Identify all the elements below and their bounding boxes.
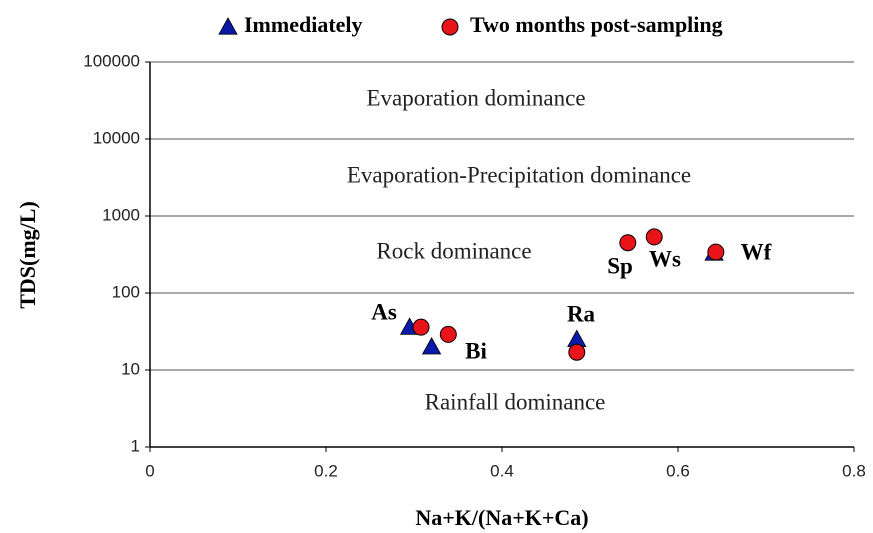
x-tick-label: 0.4 [490, 461, 514, 480]
marker-circle [619, 234, 637, 252]
marker-circle [645, 228, 663, 246]
marker-triangle [421, 336, 442, 355]
marker-circle [439, 325, 457, 343]
point-label: Ra [567, 301, 596, 326]
marker-circle [412, 318, 430, 336]
x-tick-label: 0 [145, 461, 154, 480]
y-tick-label: 10 [121, 359, 140, 378]
y-tick-label: 10000 [93, 128, 140, 147]
marker-circle [568, 343, 586, 361]
region-label: Rock dominance [376, 238, 531, 263]
region-label: Evaporation dominance [366, 85, 585, 110]
marker-circle [707, 243, 725, 261]
y-axis-title: TDS(mg/L) [15, 201, 40, 309]
legend-label: Two months post-sampling [470, 12, 723, 37]
legend-marker [218, 17, 238, 35]
point-label: Sp [607, 253, 633, 278]
y-tick-label: 100000 [83, 51, 140, 70]
legend-marker [441, 18, 459, 36]
legend-label: Immediately [244, 12, 363, 37]
point-label: Bi [465, 338, 487, 363]
point-label: Wf [741, 239, 772, 264]
y-tick-label: 1000 [102, 205, 140, 224]
region-label: Evaporation-Precipitation dominance [347, 162, 691, 187]
y-tick-label: 100 [112, 282, 140, 301]
point-label: As [371, 299, 397, 324]
x-tick-label: 0.6 [666, 461, 690, 480]
region-label: Rainfall dominance [425, 389, 606, 414]
x-tick-label: 0.2 [314, 461, 338, 480]
point-label: Ws [649, 246, 681, 271]
x-tick-label: 0.8 [842, 461, 866, 480]
x-axis-title: Na+K/(Na+K+Ca) [415, 505, 588, 530]
y-tick-label: 1 [131, 436, 140, 455]
